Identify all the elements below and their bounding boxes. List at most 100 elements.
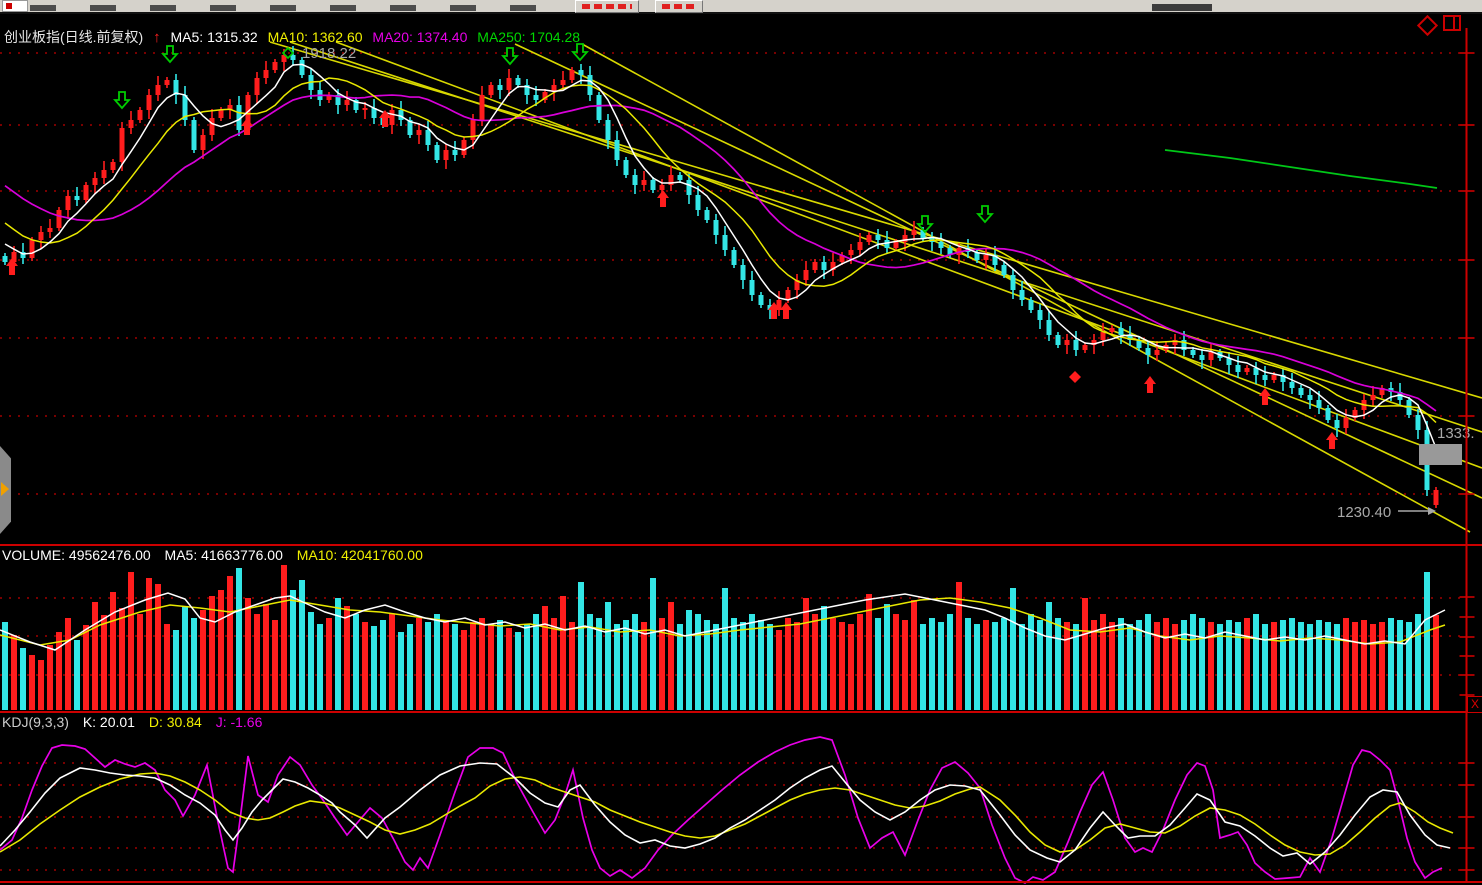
- ma20-value: MA20: 1374.40: [372, 29, 468, 45]
- volume-bar: [677, 624, 683, 710]
- volume-bar: [1064, 622, 1070, 710]
- low-price-label: 1230.40: [1337, 504, 1391, 521]
- volume-bar: [551, 618, 557, 710]
- volume-bar: [560, 596, 566, 710]
- volume-bar: [605, 602, 611, 710]
- volume-bar: [524, 624, 530, 710]
- volume-bar: [326, 618, 332, 710]
- annotations-layer: 1918.22 1333. 1230.40: [302, 45, 1475, 521]
- volume-bar: [290, 590, 296, 710]
- volume-bar: [218, 590, 224, 710]
- diamond-tool-icon[interactable]: [1416, 14, 1439, 37]
- volume-bar: [317, 624, 323, 710]
- volume-header: VOLUME: 49562476.00 MA5: 41663776.00 MA1…: [2, 547, 433, 563]
- volume-bar: [623, 620, 629, 710]
- volume-bar: [1100, 614, 1106, 710]
- volume-bar: [722, 588, 728, 710]
- volume-bar: [56, 632, 62, 710]
- volume-bar: [740, 622, 746, 710]
- volume-bar: [1046, 602, 1052, 710]
- volume-bar: [911, 600, 917, 710]
- volume-bar: [1235, 622, 1241, 710]
- kdj-j-value: J: -1.66: [215, 714, 263, 730]
- volume-bar: [20, 648, 26, 710]
- app-logo-icon[interactable]: [2, 0, 28, 12]
- volume-bar: [209, 596, 215, 710]
- volume-bar: [416, 618, 422, 710]
- volume-bar: [821, 606, 827, 710]
- volume-bar: [92, 602, 98, 710]
- sell-arrow-icon: [113, 91, 131, 110]
- volume-bar: [767, 624, 773, 710]
- sell-arrow-icon: [571, 43, 589, 62]
- volume-bar: [983, 620, 989, 710]
- volume-bar: [1388, 618, 1394, 710]
- volume-bar: [236, 568, 242, 710]
- volume-bar: [902, 620, 908, 710]
- volume-bar: [794, 622, 800, 710]
- volume-bar: [1424, 572, 1430, 710]
- volume-bar: [1145, 614, 1151, 710]
- volume-bar: [1379, 622, 1385, 710]
- volume-bar: [866, 594, 872, 710]
- volume-bar: [1010, 588, 1016, 710]
- sidebar-expand-handle[interactable]: [0, 446, 11, 534]
- volume-bar: [569, 622, 575, 710]
- volume-bar: [1415, 614, 1421, 710]
- volume-bar: [1181, 620, 1187, 710]
- volume-bar: [1082, 598, 1088, 710]
- volume-bar: [1091, 620, 1097, 710]
- volume-bar: [1253, 614, 1259, 710]
- axis-layer: [0, 28, 1482, 883]
- buy-arrow-icon: [780, 302, 792, 319]
- ma250-value: MA250: 1704.28: [477, 29, 581, 45]
- volume-bar: [164, 624, 170, 710]
- low-pointer-arrow-icon: [1428, 507, 1436, 515]
- main-chart-header: 创业板指(日线.前复权) ↑ MA5: 1315.32 MA10: 1362.6…: [4, 27, 586, 47]
- kdj-label: KDJ(9,3,3): [2, 714, 69, 730]
- volume-bar: [713, 624, 719, 710]
- volume-bar: [1316, 620, 1322, 710]
- buy-arrow-icon: [1326, 432, 1338, 449]
- volume-bar: [29, 655, 35, 710]
- toolbar-button[interactable]: [655, 0, 703, 13]
- toolbar-button-label: [582, 4, 632, 9]
- sell-arrow-icon: [976, 205, 994, 224]
- volume-bar: [1136, 620, 1142, 710]
- split-window-icon[interactable]: [1443, 15, 1461, 31]
- volume-bar: [956, 582, 962, 710]
- volume-bar: [974, 624, 980, 710]
- volume-bar: [461, 630, 467, 710]
- trend-up-arrow-icon: ↑: [153, 29, 161, 46]
- volume-bar: [578, 582, 584, 710]
- ma5-value: MA5: 1315.32: [170, 29, 258, 45]
- sell-arrow-icon: [161, 45, 179, 64]
- volume-bar: [1055, 618, 1061, 710]
- volume-bar: [299, 580, 305, 710]
- volume-bar: [11, 635, 17, 710]
- toolbar-button[interactable]: [575, 0, 639, 13]
- volume-bar: [776, 630, 782, 710]
- kdj-lines-layer: [0, 736, 1454, 884]
- volume-bar: [686, 610, 692, 710]
- toolbar-button-label: [662, 4, 696, 9]
- volume-bar: [488, 624, 494, 710]
- volume-bar: [173, 630, 179, 710]
- volume-bar: [425, 622, 431, 710]
- volume-bar: [884, 604, 890, 710]
- volume-ma10-value: MA10: 42041760.00: [296, 547, 423, 563]
- close-icon[interactable]: X: [1467, 696, 1482, 713]
- volume-bar: [929, 618, 935, 710]
- volume-bar: [1244, 618, 1250, 710]
- volume-bar: [191, 618, 197, 710]
- volume-bar: [1343, 618, 1349, 710]
- menu-items-cropped[interactable]: [30, 5, 550, 11]
- volume-bar: [839, 622, 845, 710]
- volume-bar: [1226, 620, 1232, 710]
- ma10-value: MA10: 1362.60: [267, 29, 363, 45]
- buy-arrow-icon: [768, 302, 780, 319]
- volume-bar: [857, 614, 863, 710]
- volume-bar: [992, 622, 998, 710]
- sell-arrow-icon: [916, 215, 934, 234]
